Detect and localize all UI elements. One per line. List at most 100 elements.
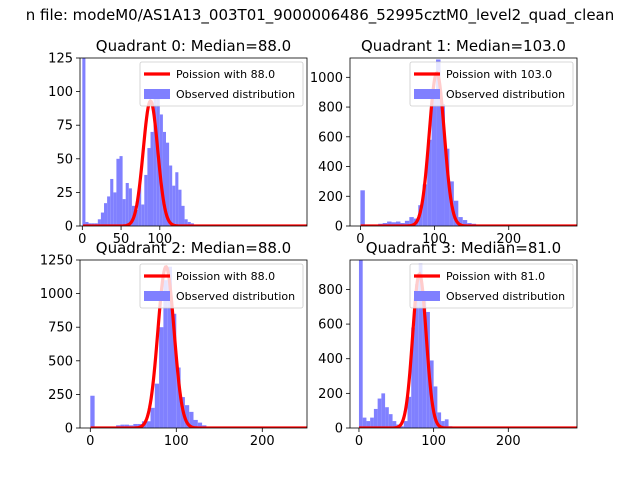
histogram-bar: [444, 419, 449, 428]
histogram-bar: [193, 419, 198, 428]
histogram-bar: [427, 139, 432, 226]
y-tick-label: 800: [318, 101, 343, 116]
histogram-bar: [133, 423, 138, 428]
histogram-bar: [154, 383, 160, 428]
histogram-bar: [144, 174, 148, 226]
axes-frame: [349, 57, 578, 227]
y-tick-label: 500: [48, 354, 73, 369]
histogram-bar: [184, 405, 190, 428]
histogram-bar: [358, 260, 363, 428]
histogram-bar: [172, 313, 177, 428]
histogram-bar: [184, 219, 188, 226]
subplot-0: 0 50 100 0 25 50 75 100 125 Quadrant 0: Median=88…: [48, 37, 308, 247]
x-tick-label: 100: [422, 232, 447, 247]
histogram-bar: [197, 422, 203, 428]
histogram-bar: [107, 196, 111, 226]
histogram-bar: [172, 185, 176, 226]
histogram-bar: [163, 280, 168, 428]
histogram-bar: [422, 184, 428, 226]
axes-frame: [349, 259, 578, 429]
subplot-2: 0 100 200 0 250 500 750 1000 1250 Quadrant 2: Med…: [40, 239, 308, 449]
legend-label-observed: Observed distribution: [446, 290, 565, 303]
legend-bar-swatch: [414, 89, 440, 99]
y-tick-label: 1250: [40, 254, 73, 269]
y-tick-label: 400: [318, 160, 343, 175]
axes-frame: [79, 259, 308, 429]
histogram-bar: [125, 182, 129, 226]
y-tick-label: 75: [56, 119, 73, 134]
histogram-bar: [138, 185, 142, 226]
histogram-bar: [165, 142, 170, 226]
histogram-bar: [381, 393, 386, 428]
histogram-bar: [444, 148, 450, 226]
y-tick-label: 250: [48, 388, 73, 403]
histogram-bar: [167, 266, 173, 428]
histogram-bar: [187, 221, 191, 226]
legend: Poission with 103.0 Observed distribution: [409, 61, 574, 107]
legend-label-poisson: Poission with 88.0: [176, 270, 275, 283]
legend-bar-swatch: [144, 89, 170, 99]
x-tick-label: 50: [113, 232, 130, 247]
subplot-title: Quadrant 2: Median=88.0: [96, 239, 291, 257]
histogram-bar: [453, 200, 459, 226]
histogram-bar: [437, 412, 442, 428]
legend: Poission with 81.0 Observed distribution: [409, 263, 574, 309]
histogram-bar: [418, 263, 423, 428]
subplot-title: Quadrant 3: Median=81.0: [366, 239, 561, 257]
histogram-bar: [82, 58, 86, 226]
histogram-bar: [176, 367, 181, 428]
legend-box: [409, 263, 574, 309]
histogram-bar: [147, 148, 151, 226]
histogram-bar: [377, 398, 382, 428]
y-tick-label: 0: [65, 220, 73, 235]
histogram-bar: [122, 199, 126, 226]
histogram-bar: [391, 222, 396, 226]
legend-label-observed: Observed distribution: [176, 88, 295, 101]
histogram-bar: [169, 165, 173, 226]
histogram-bar: [407, 396, 412, 428]
y-tick-label: 0: [65, 422, 73, 437]
x-tick-label: 200: [496, 232, 521, 247]
histogram-bar: [458, 217, 463, 226]
legend: Poission with 88.0 Observed distribution: [139, 263, 304, 309]
axes-frame: [79, 57, 308, 227]
histogram-bar: [395, 221, 401, 226]
histogram-bar: [175, 172, 179, 226]
histogram-bar: [100, 212, 105, 226]
y-tick-label: 100: [48, 85, 73, 100]
histogram-bar: [462, 220, 468, 226]
y-tick-label: 200: [318, 387, 343, 402]
histogram-bar: [431, 98, 437, 226]
y-tick-label: 0: [335, 220, 343, 235]
y-tick-label: 400: [318, 352, 343, 367]
histogram-bar: [110, 178, 114, 226]
histogram-bar: [385, 407, 389, 428]
y-tick-label: 1000: [310, 71, 343, 86]
x-tick-label: 100: [164, 434, 189, 449]
histogram-bar: [181, 205, 185, 226]
legend: Poission with 88.0 Observed distribution: [139, 61, 304, 107]
y-tick-label: 200: [318, 190, 343, 205]
histogram-bar: [404, 220, 410, 226]
histogram-bar: [403, 421, 408, 428]
subplot-1: 0 100 200 0 200 400 600 800 1000 Quadrant 1: Medi…: [310, 37, 578, 247]
histogram-bar: [153, 91, 157, 226]
histogram-bar: [388, 414, 393, 428]
legend-label-observed: Observed distribution: [446, 88, 565, 101]
x-tick-label: 200: [250, 434, 275, 449]
y-tick-label: 1000: [40, 287, 73, 302]
histogram-bar: [411, 327, 415, 428]
histogram-bar: [387, 221, 392, 226]
subplot-3: 0 100 200 0 200 400 600 800 Quadrant 3: Median=8…: [318, 239, 578, 449]
legend-bar-swatch: [144, 291, 170, 301]
histogram-bar: [366, 421, 371, 428]
legend-box: [139, 263, 304, 309]
histogram-bar: [150, 131, 154, 226]
legend-box: [139, 61, 304, 107]
subplot-title: Quadrant 0: Median=88.0: [96, 37, 291, 55]
histogram-bar: [124, 424, 130, 428]
x-tick-label: 200: [496, 434, 521, 449]
legend-label-poisson: Poission with 81.0: [446, 270, 545, 283]
histogram-bar: [362, 417, 367, 428]
